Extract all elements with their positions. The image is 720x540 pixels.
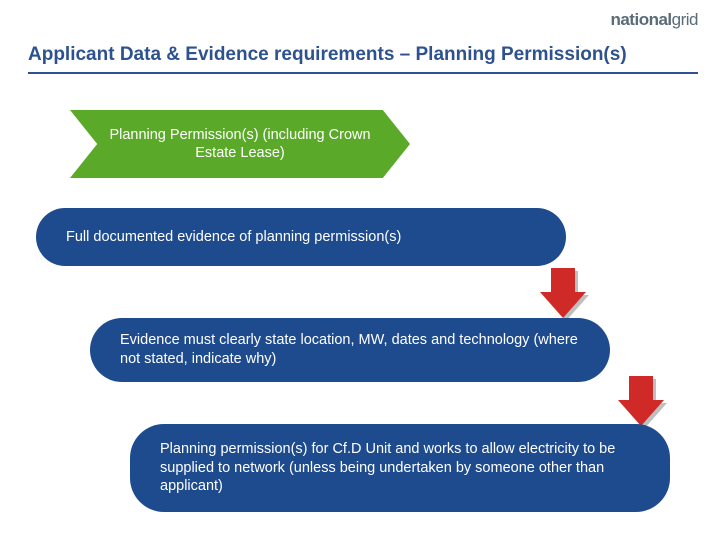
title-underline: [28, 72, 698, 74]
title-wrap: Applicant Data & Evidence requirements –…: [28, 44, 698, 74]
chevron-planning-permission: Planning Permission(s) (including Crown …: [70, 110, 410, 178]
down-arrow-icon: [540, 268, 586, 320]
logo-light: grid: [672, 10, 698, 29]
bar-text: Evidence must clearly state location, MW…: [120, 331, 586, 369]
down-arrow-icon: [618, 376, 664, 428]
bar-cfd-unit: Planning permission(s) for Cf.D Unit and…: [130, 424, 670, 512]
bar-text: Full documented evidence of planning per…: [66, 228, 401, 247]
bar-text: Planning permission(s) for Cf.D Unit and…: [160, 440, 646, 497]
brand-logo: nationalgrid: [610, 10, 698, 30]
bar-full-evidence: Full documented evidence of planning per…: [36, 208, 566, 266]
chevron-text: Planning Permission(s) (including Crown …: [98, 126, 382, 162]
bar-evidence-details: Evidence must clearly state location, MW…: [90, 318, 610, 382]
page-title: Applicant Data & Evidence requirements –…: [28, 44, 698, 72]
logo-bold: national: [610, 10, 671, 29]
